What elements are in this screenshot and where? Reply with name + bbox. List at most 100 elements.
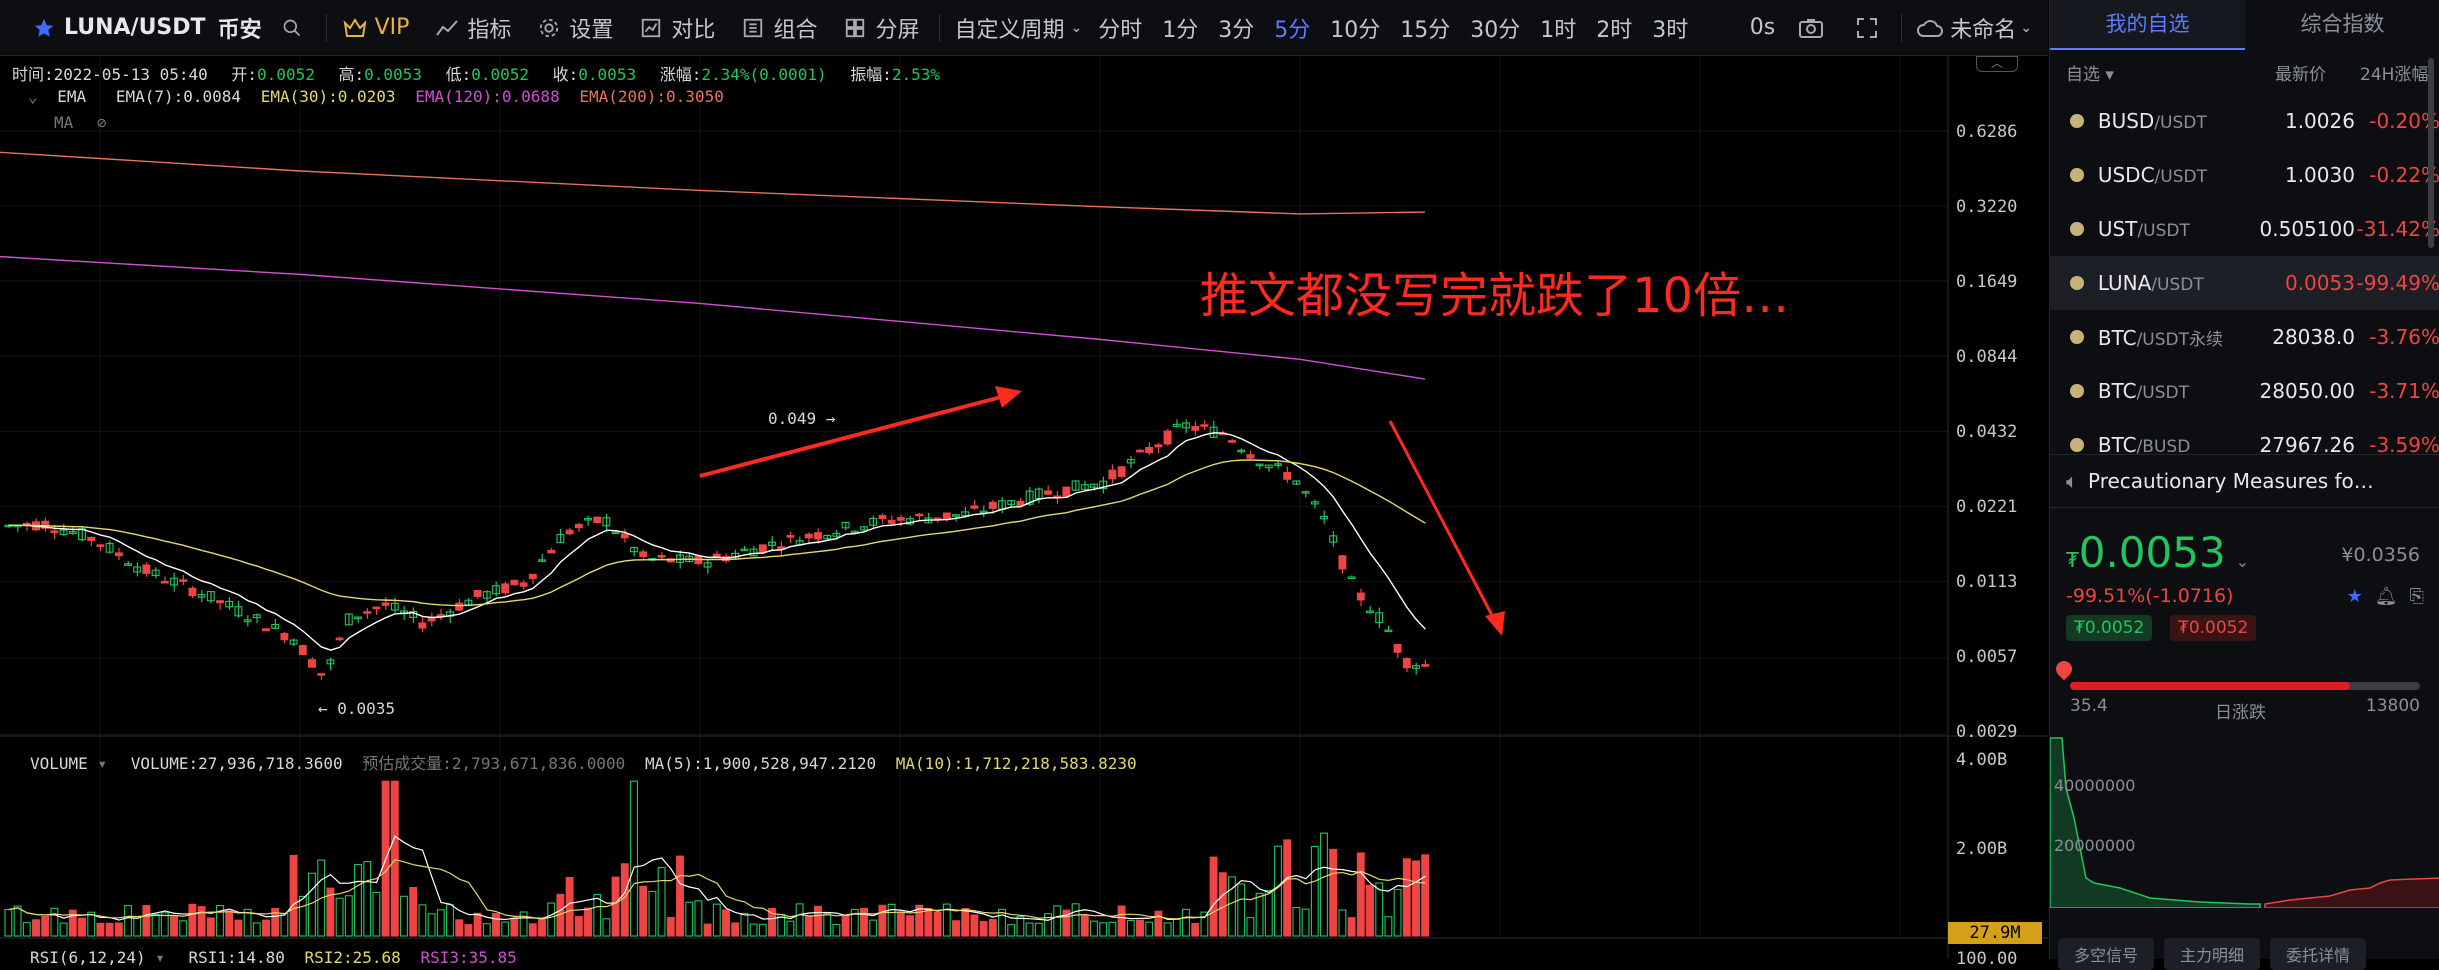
period-tab[interactable]: 10分 (1330, 17, 1381, 43)
period-tab[interactable]: 15分 (1400, 17, 1451, 43)
fullscreen-icon[interactable] (1853, 14, 1881, 42)
volume-bar (22, 922, 31, 937)
candle (758, 544, 767, 553)
share-icon[interactable]: ⎘ (2409, 586, 2424, 607)
candle (878, 515, 887, 520)
cloud-layout-dropdown[interactable]: 未命名 ⌄ (1916, 12, 2032, 44)
camera-icon[interactable] (1797, 14, 1825, 42)
high-label: 高: (338, 65, 365, 84)
vip-button[interactable]: VIP (341, 14, 409, 42)
candle (124, 563, 132, 566)
candle (1292, 480, 1301, 485)
indicators-button[interactable]: 指标 (433, 12, 511, 44)
volume-bar (841, 914, 850, 937)
period-tab[interactable]: 3时 (1652, 17, 1689, 43)
candle (363, 611, 372, 614)
chart-area[interactable]: 时间:2022-05-13 05:40 开:0.0052 高:0.0053 低:… (0, 56, 2048, 969)
ma-legend[interactable]: MA ⊘ (54, 113, 107, 132)
volume-legend[interactable]: VOLUME ▾ VOLUME:27,936,718.3600 预估成交量:2,… (30, 750, 1137, 774)
candle (602, 517, 611, 527)
candle (298, 645, 307, 655)
volume-bar (685, 901, 694, 937)
volume-bar (1412, 860, 1420, 937)
pair-change: -0.20% (2369, 109, 2439, 133)
pair-change: -3.59% (2369, 433, 2439, 457)
candle (611, 531, 620, 535)
news-text[interactable]: Precautionary Measures fo… (2088, 469, 2374, 493)
period-tab[interactable]: 分时 (1098, 17, 1143, 43)
watchlist-row[interactable]: USDC/USDT 1.0030 -0.22% (2050, 148, 2439, 202)
ask-price-tag[interactable]: ₮0.0052 (2170, 615, 2257, 641)
watchlist-row[interactable]: BTC/BUSD 27967.26 -3.59% (2050, 418, 2439, 472)
chevron-down-icon[interactable]: ⌄ (2235, 552, 2250, 571)
star-icon[interactable] (30, 14, 58, 42)
period-tab[interactable]: 5分 (1274, 17, 1311, 43)
volume-bar (1264, 889, 1273, 937)
combo-button[interactable]: 组合 (739, 12, 817, 44)
col-price-header[interactable]: 最新价 (2275, 65, 2326, 85)
compare-button[interactable]: 对比 (637, 12, 715, 44)
group-dropdown[interactable]: 自选 ▾ (2066, 65, 2114, 85)
watchlist-row[interactable]: UST/USDT 0.505100 -31.42% (2050, 202, 2439, 256)
candle (1154, 444, 1163, 448)
bid-price-tag[interactable]: ₮0.0052 (2066, 615, 2153, 641)
watchlist-row[interactable]: LUNA/USDT 0.0053 -99.49% (2050, 256, 2439, 310)
volume-bar (271, 908, 280, 937)
custom-period-dropdown[interactable]: 自定义周期 ⌄ (954, 12, 1082, 44)
bell-icon[interactable]: 🔔︎ (2374, 586, 2398, 607)
eye-hidden-icon[interactable]: ⊘ (96, 113, 107, 132)
watchlist-row[interactable]: BTC/USDT永续 28038.0 -3.76% (2050, 310, 2439, 364)
volume-value: VOLUME:27,936,718.3600 (130, 754, 343, 773)
chevron-down-icon[interactable]: ▾ (97, 754, 108, 773)
price-axis-label: 0.0057 (1956, 647, 2018, 667)
news-ticker[interactable]: 🔈︎ Precautionary Measures fo… (2050, 454, 2439, 508)
volume-bar (151, 913, 160, 937)
candle (1264, 464, 1273, 469)
volume-bar (1191, 922, 1200, 937)
volume-bar (1025, 922, 1034, 937)
period-tab[interactable]: 2时 (1596, 17, 1633, 43)
chevron-down-icon[interactable]: ⌄ (28, 87, 38, 106)
candle (455, 602, 464, 611)
watchlist-row[interactable]: BUSD/USDT 1.0026 -0.20% (2050, 94, 2439, 148)
pair-base: LUNA (2097, 271, 2152, 295)
candle (133, 566, 142, 573)
settings-button[interactable]: 设置 (535, 12, 613, 44)
candle (1347, 576, 1356, 580)
tab-composite-index[interactable]: 综合指数 (2300, 12, 2385, 36)
bottom-tab[interactable]: 多空信号 (2058, 938, 2155, 970)
ema120-line (0, 255, 1426, 380)
chevron-down-icon[interactable]: ▾ (155, 948, 165, 967)
tab-my-watchlist[interactable]: 我的自选 (2050, 0, 2245, 50)
collapse-axis-button[interactable]: ︿ (1976, 56, 2018, 72)
watchlist-scrollbar[interactable] (2428, 58, 2434, 248)
bottom-tab[interactable]: 主力明细 (2164, 938, 2261, 970)
candle (519, 582, 528, 587)
rsi-legend[interactable]: RSI(6,12,24) ▾ RSI1:14.80 RSI2:25.68 RSI… (30, 948, 517, 967)
range-bar-fill (2070, 682, 2350, 690)
star-icon[interactable]: ★ (2346, 586, 2363, 607)
period-tab[interactable]: 1时 (1540, 17, 1577, 43)
bottom-tab[interactable]: 委托详情 (2270, 938, 2367, 970)
pair-quote: /USDT (2151, 275, 2204, 295)
pair-quote: /USDT (2136, 383, 2190, 403)
volume-bar (915, 904, 924, 937)
volume-bar (933, 911, 942, 937)
volume-bar (317, 859, 326, 937)
ema-legend[interactable]: ⌄ EMA EMA(7):0.0084 EMA(30):0.0203 EMA(1… (28, 87, 724, 106)
candle (1080, 484, 1089, 490)
symbol-selector[interactable]: LUNA/USDT 币安 (30, 12, 262, 44)
pair-name: LUNA/USDT (2098, 271, 2246, 295)
col-change-header[interactable]: 24H涨幅 (2360, 65, 2429, 85)
period-tab[interactable]: 30分 (1470, 17, 1521, 43)
candle (961, 511, 970, 517)
search-icon[interactable] (278, 14, 306, 42)
ema-name: EMA (57, 87, 87, 106)
watchlist-row[interactable]: BTC/USDT 28050.00 -3.71% (2050, 364, 2439, 418)
volume-bar (1062, 909, 1071, 937)
period-tab[interactable]: 3分 (1218, 17, 1255, 43)
candlestick-chart[interactable] (0, 56, 2048, 959)
change-label: 涨幅: (659, 65, 702, 84)
period-tab[interactable]: 1分 (1162, 17, 1199, 43)
split-button[interactable]: 分屏 (841, 12, 919, 44)
